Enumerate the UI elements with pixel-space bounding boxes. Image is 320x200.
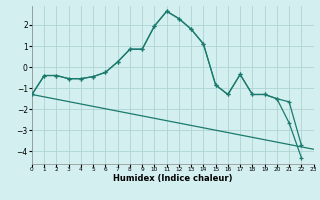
X-axis label: Humidex (Indice chaleur): Humidex (Indice chaleur) — [113, 174, 233, 183]
